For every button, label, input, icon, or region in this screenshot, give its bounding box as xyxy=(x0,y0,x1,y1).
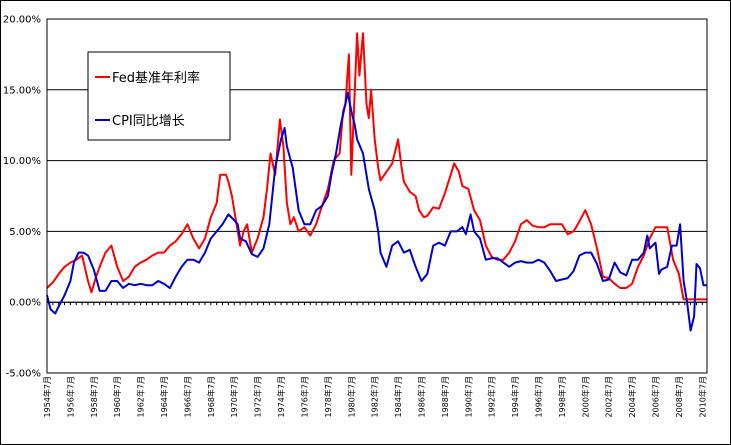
x-tick-label: 1972年7月 xyxy=(253,376,263,417)
x-tick-label: 1998年7月 xyxy=(557,376,567,417)
plot-frame xyxy=(46,18,708,374)
x-tick-label: 1980年7月 xyxy=(346,376,356,417)
x-tick-label: 1982年7月 xyxy=(370,376,380,417)
x-tick-label: 1978年7月 xyxy=(323,376,333,417)
x-tick-label: 1956年7月 xyxy=(65,376,75,417)
x-tick-label: 1988年7月 xyxy=(440,376,450,417)
y-tick-label: 5.00% xyxy=(9,227,41,238)
x-tick-label: 1970年7月 xyxy=(229,376,239,417)
legend: Fed基准年利率 CPI同比增长 xyxy=(87,51,231,141)
x-tick-label: 1962年7月 xyxy=(136,376,146,417)
x-tick-label: 1984年7月 xyxy=(393,376,403,417)
x-tick-label: 1994年7月 xyxy=(510,376,520,417)
x-tick-label: 2008年7月 xyxy=(674,376,684,417)
x-tick-label: 1966年7月 xyxy=(182,376,192,417)
x-tick-label: 1992年7月 xyxy=(487,376,497,417)
y-tick-label: 0.00% xyxy=(9,298,41,309)
y-tick-label: -5.00% xyxy=(6,369,41,380)
x-tick-label: 1996年7月 xyxy=(533,376,543,417)
x-tick-label: 1960年7月 xyxy=(112,376,122,417)
series-line-fed xyxy=(46,32,707,301)
series-line-cpi xyxy=(46,91,707,332)
y-tick-label: 10.00% xyxy=(3,156,41,167)
x-tick-label: 1974年7月 xyxy=(276,376,286,417)
legend-label-fed: Fed基准年利率 xyxy=(112,70,200,86)
x-tick-label: 2010年7月 xyxy=(697,376,707,417)
y-axis-ticks: -5.00% 0.00% 5.00% 10.00% 15.00% 20.00% xyxy=(3,15,41,380)
x-tick-label: 1968年7月 xyxy=(206,376,216,417)
x-tick-label: 1986年7月 xyxy=(416,376,426,417)
x-tick-label: 1954年7月 xyxy=(42,376,52,417)
x-axis-ticks: 1954年7月 1956年7月 1958年7月 1960年7月 1962年7月 1964年… xyxy=(42,302,707,417)
series-lines xyxy=(46,32,707,332)
x-tick-label: 1958年7月 xyxy=(89,376,99,417)
legend-box xyxy=(87,51,231,141)
x-tick-label: 1964年7月 xyxy=(159,376,169,417)
legend-label-cpi: CPI同比增长 xyxy=(112,114,185,129)
x-tick-label: 1990年7月 xyxy=(463,376,473,417)
x-tick-label: 2004年7月 xyxy=(627,376,637,417)
y-tick-label: 15.00% xyxy=(3,85,41,96)
x-tick-label: 1976年7月 xyxy=(299,376,309,417)
y-tick-label: 20.00% xyxy=(3,15,41,26)
x-tick-label: 2000年7月 xyxy=(580,376,590,417)
x-tick-label: 2006年7月 xyxy=(651,376,661,417)
x-tick-label: 2002年7月 xyxy=(604,376,614,417)
